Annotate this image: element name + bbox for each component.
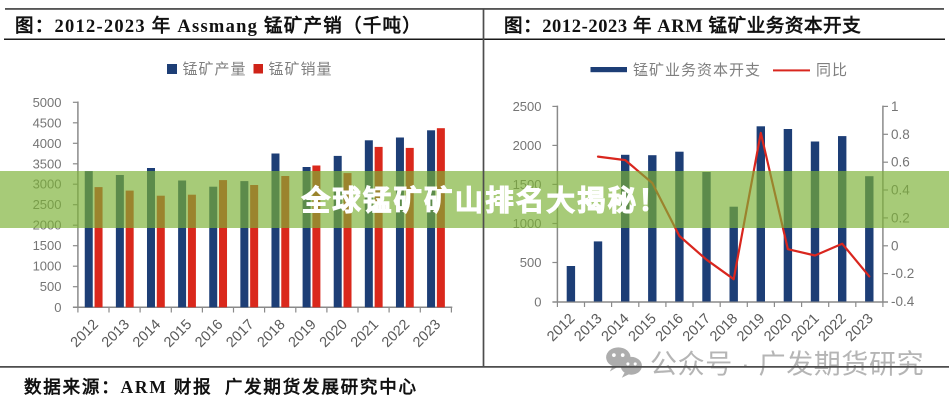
svg-text:500: 500	[40, 279, 62, 294]
svg-text:0: 0	[534, 295, 541, 310]
svg-text:-0.4: -0.4	[891, 294, 915, 309]
svg-text:0: 0	[891, 238, 899, 253]
svg-text:3500: 3500	[33, 156, 62, 171]
svg-text:2020: 2020	[317, 317, 351, 351]
svg-text:2018: 2018	[254, 317, 288, 351]
svg-text:2017: 2017	[223, 317, 257, 351]
svg-text:-0.2: -0.2	[891, 266, 914, 281]
svg-text:2019: 2019	[286, 317, 320, 351]
svg-text:5000: 5000	[33, 95, 62, 110]
svg-text:2013: 2013	[99, 317, 133, 351]
svg-text:0.8: 0.8	[891, 127, 910, 142]
svg-text:2016: 2016	[653, 311, 687, 345]
svg-text:2017: 2017	[680, 311, 714, 345]
svg-text:2015: 2015	[626, 311, 660, 345]
svg-text:2013: 2013	[571, 311, 605, 345]
svg-text:2016: 2016	[192, 317, 226, 351]
svg-text:4000: 4000	[33, 136, 62, 151]
svg-text:锰矿业务资本开支: 锰矿业务资本开支	[633, 62, 761, 79]
svg-text:同比: 同比	[816, 62, 848, 79]
svg-text:1: 1	[891, 99, 899, 114]
svg-text:2018: 2018	[707, 311, 741, 345]
svg-text:2012: 2012	[544, 311, 578, 345]
svg-text:2021: 2021	[348, 317, 382, 351]
svg-text:2022: 2022	[379, 317, 413, 351]
svg-text:2012: 2012	[68, 317, 102, 351]
svg-text:0: 0	[54, 300, 61, 315]
svg-text:0.6: 0.6	[891, 155, 910, 170]
svg-text:2014: 2014	[130, 317, 164, 351]
svg-text:1500: 1500	[33, 238, 62, 253]
svg-text:2500: 2500	[513, 99, 542, 114]
svg-text:2023: 2023	[410, 317, 444, 351]
svg-text:2015: 2015	[161, 317, 195, 351]
svg-text:2022: 2022	[816, 311, 850, 345]
svg-text:锰矿产量: 锰矿产量	[183, 61, 247, 78]
svg-text:2019: 2019	[734, 311, 768, 345]
svg-text:500: 500	[520, 255, 542, 270]
svg-text:2000: 2000	[513, 138, 542, 153]
svg-text:4500: 4500	[33, 115, 62, 130]
svg-text:2021: 2021	[788, 311, 822, 345]
svg-text:2023: 2023	[843, 311, 877, 345]
svg-text:2014: 2014	[599, 311, 633, 345]
svg-text:2020: 2020	[761, 311, 795, 345]
svg-text:锰矿销量: 锰矿销量	[269, 61, 333, 78]
svg-text:1000: 1000	[33, 259, 62, 274]
